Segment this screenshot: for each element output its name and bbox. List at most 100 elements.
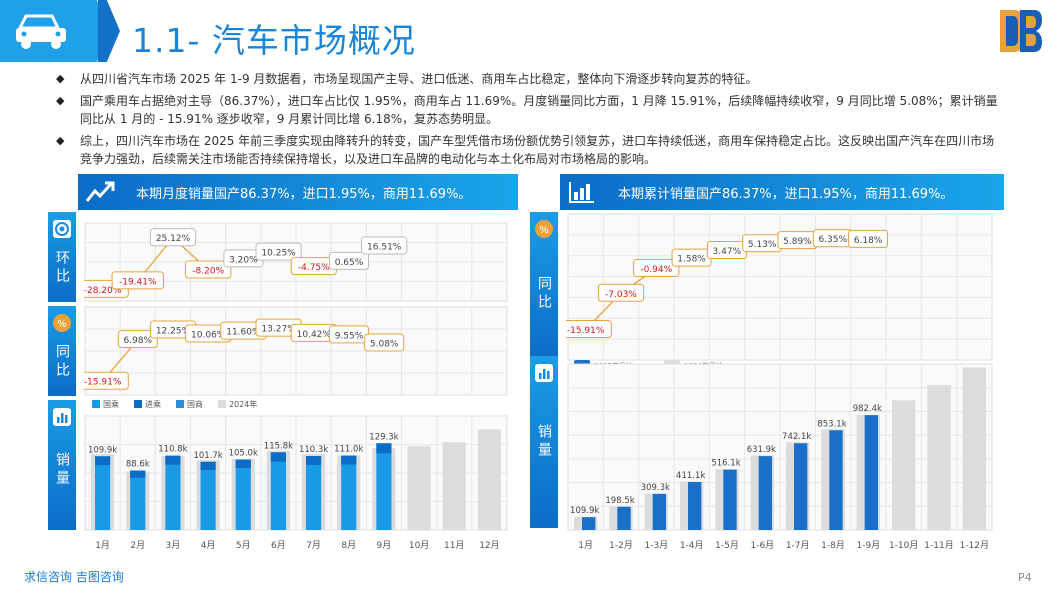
data-label: -4.75% — [298, 263, 330, 273]
data-label: -0.94% — [640, 265, 672, 275]
data-label-box — [848, 229, 889, 248]
x-tick: 10月 — [409, 540, 429, 551]
header-chevron — [98, 0, 120, 62]
percent-icon: % — [533, 218, 555, 240]
bar-label: 115.8k — [264, 441, 293, 451]
x-tick: 6月 — [271, 540, 286, 551]
bullet-text: 国产乘用车占据绝对主导（86.37%），进口车占比仅 1.95%，商用车占 11… — [80, 94, 998, 126]
data-label: -19.41% — [119, 277, 157, 287]
x-tick: 1-3月 — [644, 540, 668, 551]
data-label: 0.65% — [335, 258, 364, 268]
bar-label: 109.9k — [88, 445, 117, 455]
bar-label: 982.4k — [853, 404, 882, 414]
bar-label: 101.7k — [193, 451, 222, 461]
side-label-sales: 销量 — [48, 400, 76, 530]
bar-label: 110.8k — [158, 445, 187, 455]
x-tick: 1-5月 — [715, 540, 739, 551]
page-number: P4 — [1018, 571, 1032, 584]
bar-label: 853.1k — [817, 419, 846, 429]
data-label-box — [84, 371, 129, 390]
bar-label: 516.1k — [711, 459, 740, 469]
data-label: -28.20% — [84, 286, 122, 296]
bar-2025-top — [200, 461, 216, 470]
data-label: 3.20% — [229, 255, 258, 265]
data-label-box — [329, 251, 369, 270]
x-tick: 1月 — [578, 540, 593, 551]
bullet-item: ◆ 综上，四川汽车市场在 2025 年前三季度实现由降转升的转变，国产车型凭借市… — [50, 132, 1005, 168]
bar-2025-top — [270, 452, 286, 462]
x-tick: 1-9月 — [856, 540, 880, 551]
bar-2025 — [270, 452, 286, 530]
x-tick: 1-6月 — [750, 540, 774, 551]
bullet-item: ◆ 国产乘用车占据绝对主导（86.37%），进口车占比仅 1.95%，商用车占 … — [50, 92, 1005, 128]
bar-2025 — [200, 461, 216, 530]
bar-label: 105.0k — [229, 449, 258, 459]
right-banner: 本期累计销量国产86.37%，进口1.95%，商用11.69%。 — [560, 174, 1004, 210]
bar-label: 631.9k — [747, 445, 776, 455]
page-title: 1.1- 汽车市场概况 — [132, 21, 416, 60]
x-tick: 1-10月 — [889, 540, 918, 551]
target-icon — [51, 218, 73, 240]
bar-label: 88.6k — [126, 460, 150, 470]
x-tick: 9月 — [377, 540, 392, 551]
data-label: 11.60% — [226, 328, 261, 338]
data-label: 6.98% — [124, 336, 153, 346]
bar-2025 — [652, 493, 666, 530]
x-tick: 11月 — [444, 540, 464, 551]
sales-chart-icon — [533, 362, 555, 384]
x-tick: 7月 — [306, 540, 321, 551]
data-label: -15.91% — [84, 378, 122, 388]
percent-icon: % — [51, 312, 73, 334]
data-label-box — [566, 319, 612, 338]
bar-2025-top — [306, 456, 322, 465]
bar-2025 — [306, 456, 322, 530]
legend-label: 国商 — [187, 399, 203, 409]
bar-label: 110.3k — [299, 445, 328, 455]
sales-chart-icon — [51, 406, 73, 428]
bar-2025-top — [130, 470, 146, 478]
bar-2025-top — [376, 443, 392, 454]
side-label-cum-sales: 销量 — [530, 356, 558, 528]
data-label-box — [149, 228, 197, 247]
bar-2025 — [829, 430, 843, 530]
bar-label: 129.3k — [369, 432, 398, 442]
data-label: 5.08% — [370, 340, 399, 350]
bar-2025 — [864, 415, 878, 530]
data-label: 1.58% — [677, 255, 706, 265]
bar-2025 — [376, 443, 392, 530]
bullet-text: 从四川省汽车市场 2025 年 1-9 月数据看，市场呈现国产主导、进口低迷、商… — [80, 72, 758, 86]
bar-2025 — [235, 459, 251, 530]
brand-logo — [1000, 10, 1042, 52]
x-tick: 1-7月 — [786, 540, 810, 551]
bar-label: 309.3k — [641, 483, 670, 493]
bar-2025-top — [341, 455, 357, 465]
bar-2024 — [477, 429, 501, 530]
bar-chart-icon — [560, 174, 604, 210]
data-label-box — [364, 333, 405, 352]
summary-bullets: ◆ 从四川省汽车市场 2025 年 1-9 月数据看，市场呈现国产主导、进口低迷… — [50, 70, 1005, 172]
svg-text:%: % — [539, 225, 549, 236]
left-banner: 本期月度销量国产86.37%，进口1.95%，商用11.69%。 — [78, 174, 518, 210]
data-label: 10.06% — [191, 330, 226, 340]
data-label: 5.89% — [783, 237, 812, 247]
cumulative-yoy-chart: -15.91% -7.03% -0.94% 1.58% 3.47% 5.13% 5.89% 6… — [566, 213, 993, 361]
footer-brand: 求信咨询 吉图咨询 — [24, 570, 124, 584]
bar-label: 198.5k — [605, 496, 634, 506]
x-tick: 4月 — [201, 540, 216, 551]
data-label-box — [117, 330, 158, 349]
data-label: -15.91% — [567, 326, 605, 336]
left-banner-text: 本期月度销量国产86.37%，进口1.95%，商用11.69%。 — [136, 186, 472, 202]
x-tick: 1-4月 — [680, 540, 704, 551]
bar-2024 — [927, 385, 951, 530]
data-label: 6.35% — [818, 235, 847, 245]
bar-2025 — [341, 455, 357, 530]
bar-2025-top — [95, 456, 111, 466]
x-tick: 1-8月 — [821, 540, 845, 551]
legend-swatch — [176, 400, 184, 408]
legend-swatch — [218, 400, 226, 408]
data-label: 25.12% — [156, 234, 191, 244]
x-tick: 1-12月 — [960, 540, 989, 551]
x-tick: 2月 — [130, 540, 145, 551]
data-label-box — [111, 271, 165, 290]
bar-label: 111.0k — [334, 445, 363, 455]
